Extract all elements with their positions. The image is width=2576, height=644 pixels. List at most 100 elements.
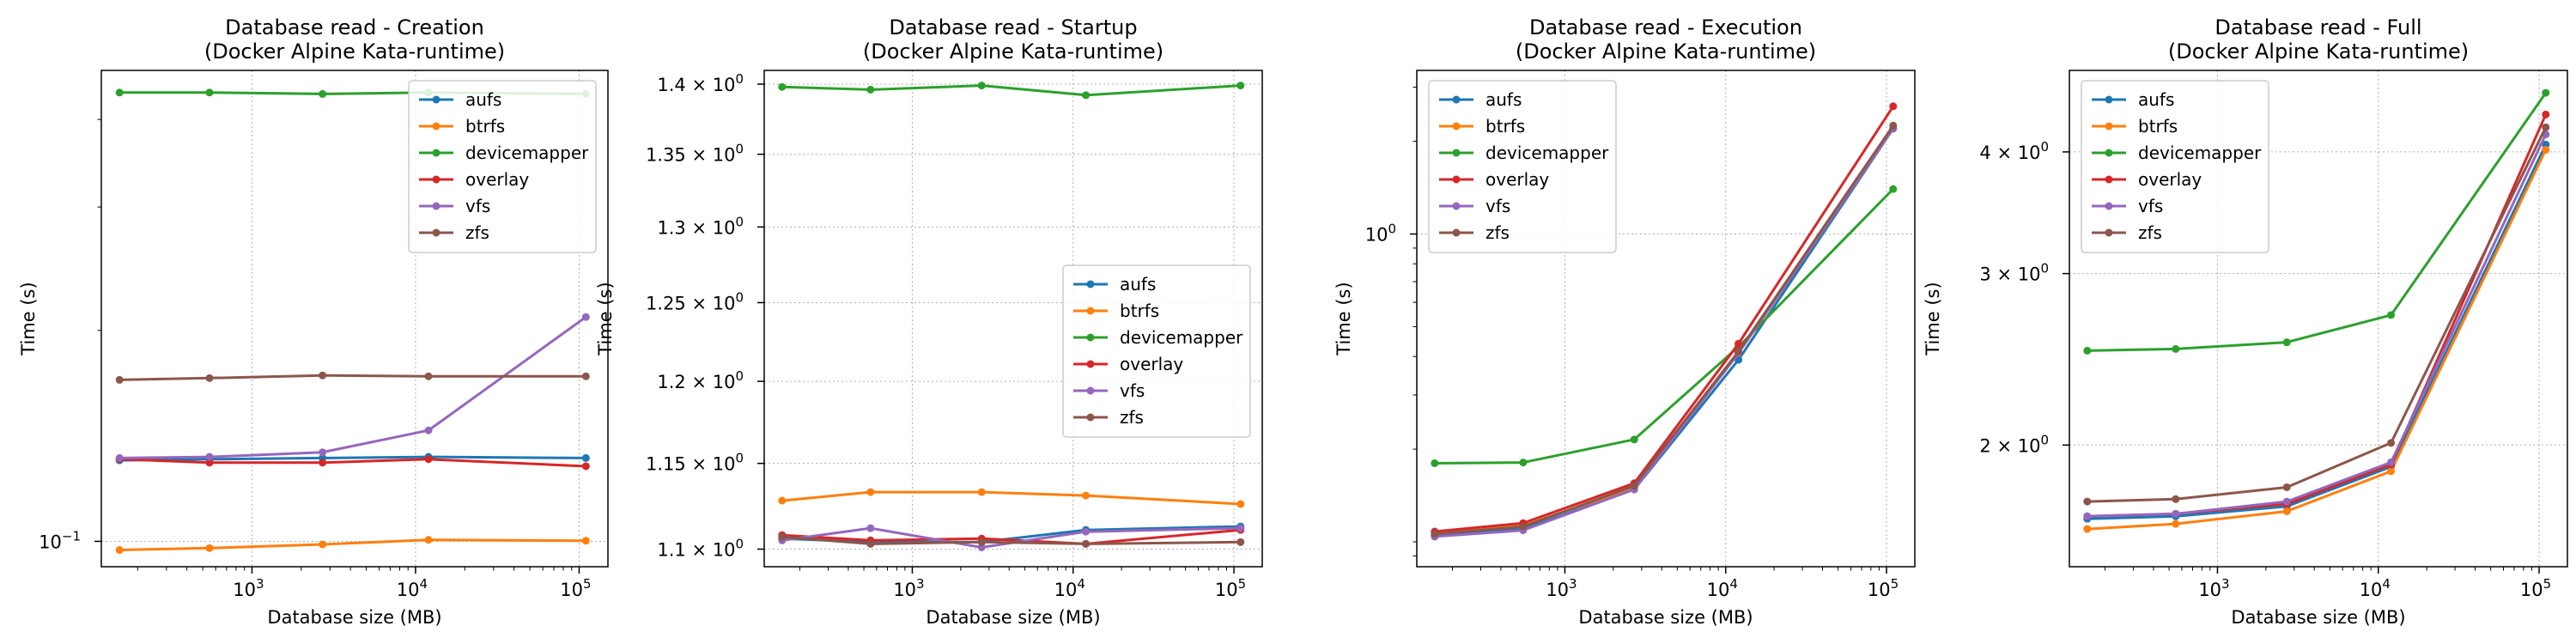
data-point-zfs — [581, 372, 590, 380]
x-axis-label: Database size (MB) — [926, 607, 1100, 628]
legend-item-overlay: overlay — [419, 169, 529, 190]
data-point-btrfs — [2282, 507, 2291, 515]
legend: aufs btrfs devicemapper overlay vfs zfs — [408, 80, 597, 253]
chart-panel-2: Database read - Startup(Docker Alpine Ka… — [595, 15, 1263, 628]
legend-marker-devicemapper — [2105, 149, 2113, 157]
plot-frame — [1416, 70, 1916, 568]
legend-item-devicemapper: devicemapper — [419, 143, 589, 163]
y-axis-label: Time (s) — [18, 282, 39, 355]
legend-marker-overlay — [1086, 360, 1095, 368]
legend-marker-vfs — [432, 202, 440, 210]
legend-marker-vfs — [1086, 386, 1095, 395]
data-point-overlay — [1889, 102, 1898, 111]
legend-item-aufs: aufs — [1073, 274, 1156, 295]
data-point-zfs — [1735, 347, 1743, 355]
legend-label: zfs — [1485, 222, 1510, 243]
legend: aufs btrfs devicemapper overlay vfs zfs — [1428, 80, 1617, 253]
data-point-zfs — [424, 372, 433, 380]
y-tick-label: 1.3 × 100 — [657, 214, 744, 238]
y-tick-label: 1.4 × 100 — [657, 71, 744, 95]
data-point-zfs — [115, 375, 124, 384]
chart-panel-3: Database read - Execution(Docker Alpine … — [1334, 15, 1916, 628]
data-point-vfs — [2083, 512, 2092, 520]
series-devicemapper — [778, 82, 1245, 100]
data-point-vfs — [2282, 497, 2291, 506]
data-point-vfs — [115, 453, 124, 462]
y-tick-label: 2 × 100 — [1979, 432, 2049, 456]
legend-box — [408, 80, 597, 253]
data-point-vfs — [319, 448, 327, 457]
legend-label: zfs — [465, 222, 489, 243]
y-tick-label: 1.1 × 100 — [657, 536, 744, 560]
x-axis-label: Database size (MB) — [2231, 607, 2405, 628]
legend-marker-btrfs — [1452, 122, 1461, 131]
data-point-devicemapper — [319, 89, 327, 98]
data-point-btrfs — [2172, 519, 2180, 528]
legend-label: btrfs — [465, 116, 505, 137]
legend-label: aufs — [1485, 89, 1522, 110]
data-point-devicemapper — [2542, 88, 2550, 97]
data-point-overlay — [205, 459, 214, 467]
chart-title: Database read - Full — [2215, 15, 2421, 39]
y-tick-label: 1.15 × 100 — [646, 451, 744, 475]
plot-frame — [2069, 70, 2568, 568]
series-overlay — [115, 455, 590, 471]
data-point-devicemapper — [1082, 91, 1091, 100]
x-axis-label: Database size (MB) — [1578, 607, 1753, 628]
legend-item-btrfs: btrfs — [1439, 116, 1525, 137]
legend-item-zfs: zfs — [1439, 222, 1510, 243]
data-point-vfs — [581, 313, 590, 321]
series-line-zfs — [119, 374, 586, 381]
series-zfs — [115, 371, 590, 384]
series-btrfs — [115, 536, 590, 555]
legend: aufs btrfs devicemapper overlay vfs zfs — [2081, 80, 2269, 253]
series-devicemapper — [1431, 185, 1898, 467]
data-point-devicemapper — [2282, 338, 2291, 347]
data-point-devicemapper — [866, 85, 875, 94]
data-point-devicemapper — [115, 88, 124, 97]
data-point-overlay — [319, 459, 327, 467]
data-point-btrfs — [319, 540, 327, 549]
legend-marker-zfs — [432, 228, 440, 237]
legend-marker-devicemapper — [432, 149, 440, 157]
data-point-devicemapper — [205, 88, 214, 97]
legend-label: overlay — [1485, 169, 1549, 190]
legend-marker-devicemapper — [1452, 149, 1461, 157]
legend-marker-zfs — [1086, 413, 1095, 422]
legend-marker-vfs — [1452, 202, 1461, 210]
legend-marker-aufs — [432, 95, 440, 104]
series-vfs — [2083, 130, 2550, 520]
chart-title: Database read - Execution — [1529, 15, 1802, 39]
data-point-btrfs — [977, 488, 986, 496]
x-tick-label: 103 — [1546, 576, 1577, 600]
series-line-vfs — [119, 315, 587, 459]
data-point-zfs — [205, 374, 214, 382]
legend-item-overlay: overlay — [1439, 169, 1549, 190]
chart-panel-1: Database read - Creation(Docker Alpine K… — [18, 15, 609, 628]
legend-label: btrfs — [1485, 116, 1525, 137]
y-tick-label: 1.35 × 100 — [646, 142, 744, 166]
data-point-zfs — [2282, 483, 2291, 491]
data-point-btrfs — [581, 537, 590, 545]
legend-label: aufs — [465, 89, 501, 110]
x-tick-label: 104 — [1707, 576, 1738, 600]
data-point-zfs — [778, 532, 787, 541]
plot-frame — [763, 70, 1263, 568]
data-point-devicemapper — [977, 82, 986, 90]
x-tick-label: 105 — [1868, 576, 1899, 600]
series-vfs — [115, 313, 590, 462]
data-point-btrfs — [866, 488, 875, 496]
legend-box — [1428, 80, 1617, 253]
legend-marker-overlay — [1452, 175, 1461, 184]
series-btrfs — [2083, 145, 2550, 533]
x-tick-label: 103 — [233, 576, 264, 600]
data-point-vfs — [2387, 458, 2396, 466]
series-zfs — [2083, 123, 2550, 506]
legend-marker-overlay — [2105, 175, 2113, 184]
x-tick-label: 105 — [2520, 576, 2551, 600]
legend-label: vfs — [1485, 196, 1510, 216]
legend-label: btrfs — [1120, 301, 1159, 321]
data-point-zfs — [2172, 495, 2180, 503]
legend-marker-overlay — [432, 175, 440, 184]
